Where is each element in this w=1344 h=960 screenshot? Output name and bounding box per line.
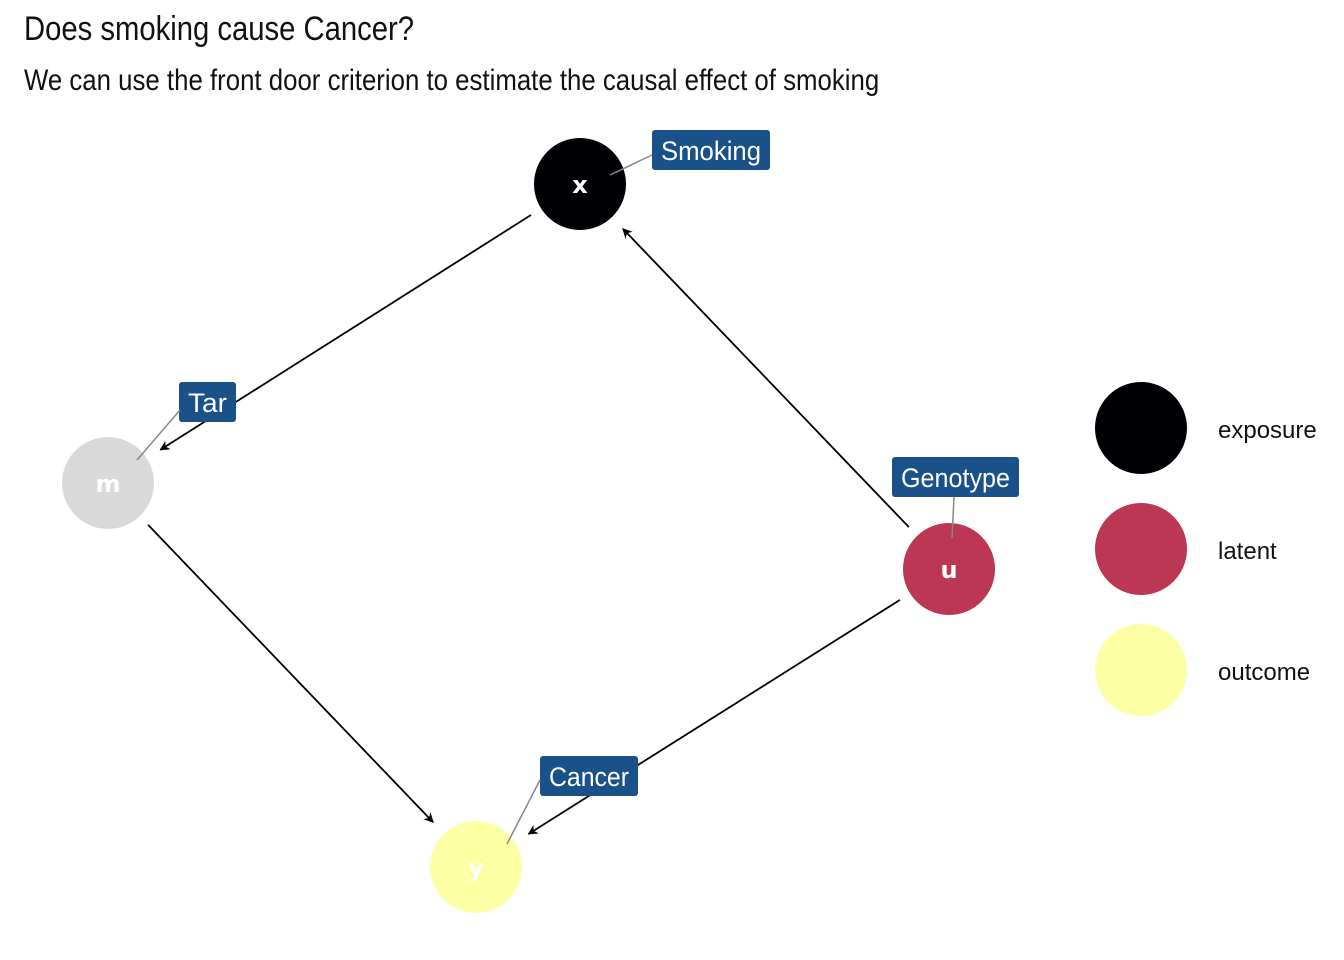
node-u-circle — [903, 523, 995, 615]
nodes-layer: x m u y — [62, 138, 995, 913]
node-y-leader-line — [506, 779, 541, 845]
legend-swatch-latent — [1095, 503, 1187, 595]
legend-swatch-exposure — [1095, 382, 1187, 474]
node-m-label: Tar — [136, 382, 236, 461]
legend-label-latent: latent — [1218, 538, 1277, 565]
node-m-leader-line — [136, 409, 181, 461]
node-x-circle — [534, 138, 626, 230]
edge-m-to-y — [147, 524, 434, 823]
legend-swatch-outcome — [1095, 624, 1187, 716]
node-u-leader-line — [951, 496, 955, 539]
node-x-label-box — [652, 130, 770, 170]
node-u-label-text: Genotype — [901, 463, 1010, 493]
node-m-name: m — [95, 470, 120, 498]
node-u: u — [903, 523, 995, 615]
page-title: Does smoking cause Cancer? — [24, 10, 415, 48]
node-u-label: Genotype — [892, 457, 1019, 539]
node-x-label-text: Smoking — [661, 136, 761, 166]
edge-u-to-y — [527, 599, 901, 835]
legend: exposure latent outcome — [1095, 382, 1317, 716]
labels-layer: Smoking Tar Genotype Cancer — [136, 130, 1019, 845]
legend-item-outcome: outcome — [1095, 624, 1310, 716]
edges-layer — [147, 214, 910, 835]
node-y-circle — [430, 821, 522, 913]
node-u-name: u — [940, 556, 957, 584]
legend-item-exposure: exposure — [1095, 382, 1317, 474]
node-y-label: Cancer — [506, 756, 638, 845]
page-subtitle: We can use the front door criterion to e… — [24, 64, 880, 97]
legend-label-exposure: exposure — [1218, 417, 1317, 444]
node-m-label-box — [179, 382, 236, 422]
node-x-name: x — [572, 171, 588, 199]
node-x-leader-line — [609, 154, 653, 176]
node-m-label-text: Tar — [188, 388, 227, 418]
legend-label-outcome: outcome — [1218, 659, 1310, 686]
node-y: y — [430, 821, 522, 913]
node-y-label-box — [540, 756, 638, 796]
legend-item-latent: latent — [1095, 503, 1277, 595]
node-x: x — [534, 138, 626, 230]
node-y-name: y — [468, 854, 484, 882]
edge-u-to-x — [622, 228, 910, 528]
node-m-circle — [62, 437, 154, 529]
node-y-label-text: Cancer — [549, 762, 629, 792]
node-u-label-box — [892, 457, 1019, 497]
node-m: m — [62, 437, 154, 529]
node-x-label: Smoking — [609, 130, 770, 176]
